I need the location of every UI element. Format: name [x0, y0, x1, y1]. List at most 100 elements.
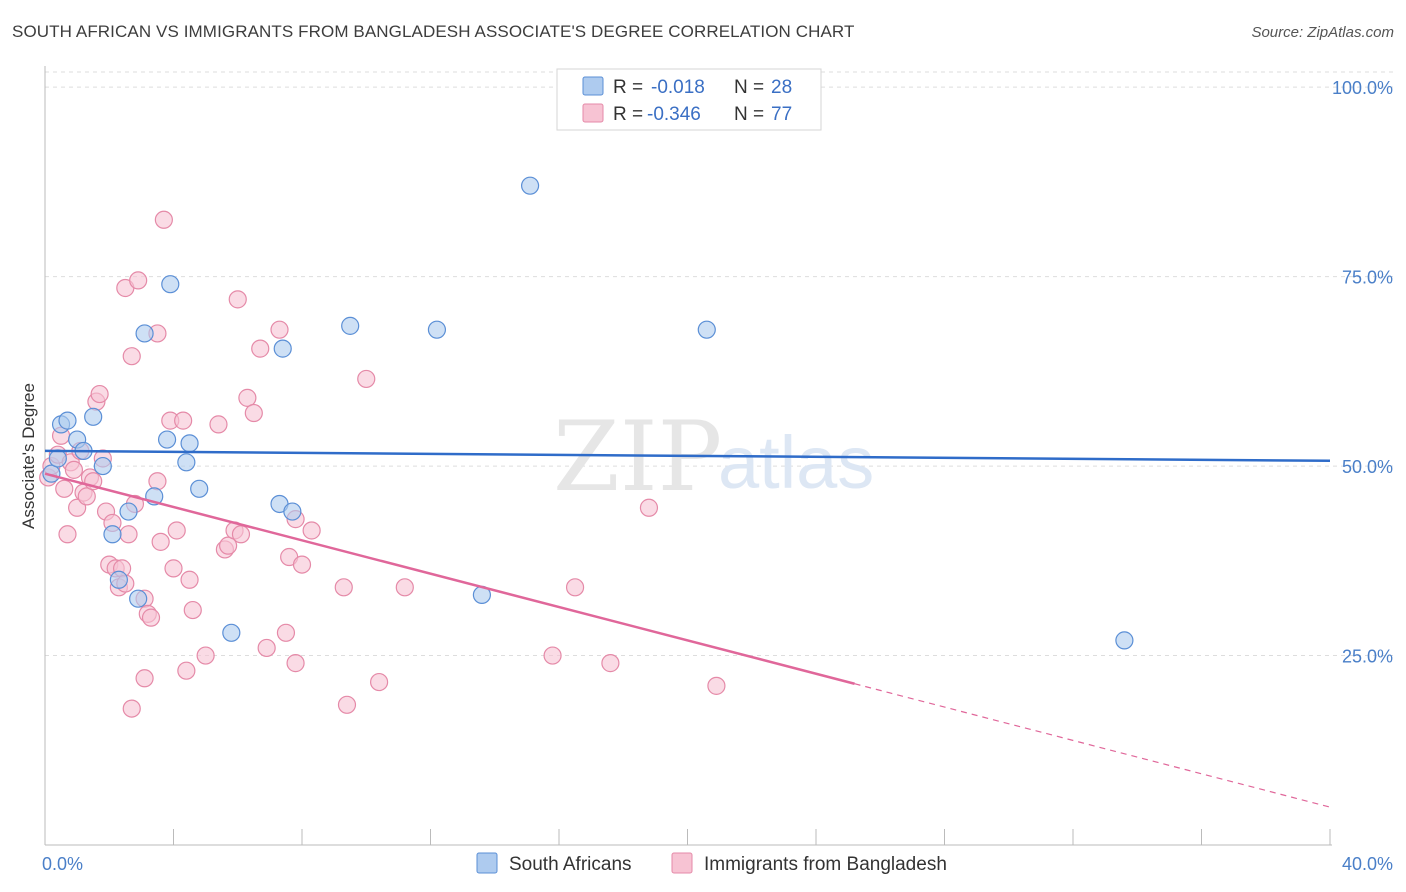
bangladesh-point	[302, 521, 321, 540]
bangladesh-point	[251, 339, 270, 358]
bangladesh-point	[238, 388, 257, 407]
bangladesh-point	[370, 672, 389, 692]
south-african-point	[93, 456, 112, 476]
south-african-point	[129, 589, 148, 608]
bangladesh-point	[129, 271, 148, 290]
bangladesh-point	[276, 623, 296, 642]
south-african-point	[103, 525, 122, 544]
y-tick-label: 25.0%	[1342, 647, 1393, 667]
south-african-point	[190, 479, 209, 498]
bangladesh-point	[58, 525, 77, 544]
bangladesh-point	[135, 669, 154, 688]
bangladesh-point	[286, 654, 305, 673]
correlation-legend: R = -0.018 N = 28 R = -0.346 N = 77	[556, 68, 822, 131]
bangladesh-point	[334, 578, 353, 597]
south-african-point	[520, 176, 540, 195]
bangladesh-trend-line-extrapolated	[854, 683, 1331, 808]
bangladesh-point	[337, 695, 357, 714]
bangladesh-point	[164, 559, 183, 578]
south-african-point	[161, 275, 180, 294]
south-african-point	[119, 502, 138, 521]
bangladesh-point	[151, 532, 170, 551]
south-africans-trend-line	[44, 449, 1331, 463]
x-tick-label-max: 40.0%	[1342, 854, 1393, 874]
south-african-point	[180, 434, 199, 453]
south-african-point	[42, 464, 61, 483]
bangladesh-point	[77, 487, 96, 506]
south-african-point	[177, 453, 196, 472]
bangladesh-point	[64, 460, 84, 479]
bangladesh-point	[244, 403, 263, 423]
bangladesh-point	[257, 638, 276, 658]
legend-n-value-1: 28	[771, 77, 792, 98]
legend-r-label-1: R =	[613, 77, 643, 98]
bangladesh-point	[177, 661, 196, 680]
legend-r-label-2: R =	[613, 104, 643, 125]
y-tick-label: 50.0%	[1342, 457, 1393, 477]
bangladesh-point	[141, 608, 161, 627]
series-legend-swatch-south-africans	[476, 852, 498, 874]
series-legend-label-bangladesh: Immigrants from Bangladesh	[704, 854, 947, 875]
series-legend-label-south-africans: South Africans	[509, 854, 632, 875]
legend-r-value-2: -0.346	[647, 104, 701, 125]
watermark-atlas: atlas	[718, 421, 874, 504]
series-legend-swatch-bangladesh	[671, 852, 693, 874]
axes: 25.0% 50.0% 75.0% 100.0% 0.0% 40.0%	[42, 66, 1393, 874]
bangladesh-point	[148, 472, 167, 491]
bangladesh-point	[707, 676, 726, 695]
bangladesh-point	[270, 320, 289, 339]
chart-source: Source: ZipAtlas.com	[1251, 24, 1394, 41]
bangladesh-trend-line	[44, 472, 855, 685]
legend-n-label-1: N =	[734, 77, 764, 98]
y-tick-label: 100.0%	[1332, 78, 1393, 98]
bangladesh-point	[228, 290, 247, 309]
legend-swatch-bangladesh	[582, 103, 604, 123]
bangladesh-point	[639, 498, 659, 517]
bangladesh-point	[601, 654, 620, 673]
bangladesh-point	[543, 646, 562, 665]
south-african-point	[697, 320, 716, 339]
data-points	[39, 176, 1134, 718]
south-african-point	[48, 449, 67, 468]
watermark: ZIP atlas	[553, 401, 874, 513]
south-african-point	[84, 407, 103, 426]
south-african-point	[222, 623, 241, 642]
south-african-point	[283, 502, 302, 521]
bangladesh-point	[395, 578, 414, 597]
south-african-point	[273, 339, 292, 358]
bangladesh-point	[219, 536, 238, 555]
x-tick-label-min: 0.0%	[42, 854, 83, 874]
south-african-point	[341, 316, 360, 335]
bangladesh-point	[292, 555, 312, 574]
bangladesh-point	[183, 600, 202, 620]
bangladesh-point	[55, 479, 74, 498]
bangladesh-point	[209, 415, 228, 434]
bangladesh-point	[122, 347, 141, 366]
bangladesh-point	[231, 525, 251, 544]
south-african-point	[1115, 631, 1134, 650]
legend-n-label-2: N =	[734, 104, 764, 125]
bangladesh-point	[565, 578, 585, 597]
bangladesh-point	[167, 521, 186, 540]
south-african-point	[135, 324, 154, 343]
bangladesh-point	[122, 699, 141, 718]
south-african-point	[58, 411, 77, 430]
bangladesh-point	[154, 210, 173, 229]
bangladesh-point	[357, 369, 376, 389]
bangladesh-point	[174, 411, 193, 430]
grid-lines	[45, 71, 1393, 657]
south-african-point	[427, 320, 447, 339]
bangladesh-point	[119, 525, 138, 544]
bangladesh-point	[180, 570, 199, 589]
series-legend: South Africans Immigrants from Banglades…	[476, 852, 947, 875]
y-tick-label: 75.0%	[1342, 268, 1393, 288]
bangladesh-point	[196, 646, 215, 665]
south-african-point	[157, 430, 177, 449]
y-axis-label: Associate's Degree	[19, 383, 38, 529]
chart-title: SOUTH AFRICAN VS IMMIGRANTS FROM BANGLAD…	[12, 22, 855, 41]
legend-r-value-1: -0.018	[651, 77, 705, 98]
legend-swatch-south-africans	[582, 76, 604, 96]
trend-lines	[44, 449, 1331, 808]
legend-n-value-2: 77	[771, 104, 792, 125]
